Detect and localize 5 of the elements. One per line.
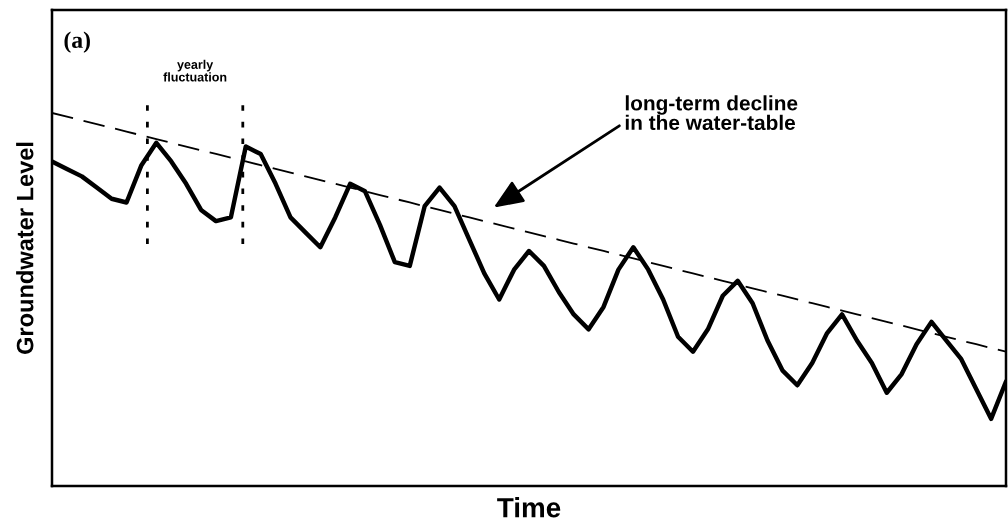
text: (a) <box>64 31 90 53</box>
x-axis-title: Time <box>497 497 561 518</box>
annotation: long-term decline in the water-table <box>625 95 798 131</box>
y-axis-title: Groundwater Level <box>16 142 34 354</box>
text: yearly fluctuation <box>163 59 227 82</box>
